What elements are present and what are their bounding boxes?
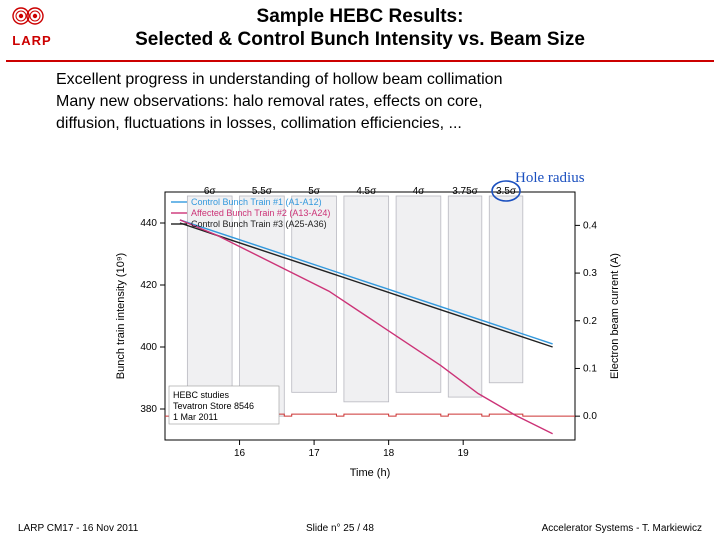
- title-line-1: Sample HEBC Results:: [257, 6, 464, 27]
- bullet-3: diffusion, fluctuations in losses, colli…: [56, 114, 692, 134]
- svg-text:0.1: 0.1: [583, 363, 597, 374]
- logo-rings-icon: [8, 6, 48, 26]
- larp-logo: LARP: [8, 6, 56, 48]
- svg-text:5σ: 5σ: [308, 186, 321, 197]
- svg-text:0.0: 0.0: [583, 411, 597, 422]
- svg-text:Electron beam current (A): Electron beam current (A): [609, 253, 621, 379]
- svg-text:3.5σ: 3.5σ: [496, 186, 517, 197]
- svg-text:19: 19: [458, 448, 470, 459]
- svg-text:0.3: 0.3: [583, 268, 597, 279]
- logo-text: LARP: [8, 33, 56, 48]
- svg-text:5.5σ: 5.5σ: [252, 186, 273, 197]
- svg-text:Tevatron Store 8546: Tevatron Store 8546: [173, 401, 254, 411]
- svg-text:Affected Bunch Train #2 (A13-A: Affected Bunch Train #2 (A13-A24): [191, 208, 330, 218]
- svg-text:Control Bunch Train #3 (A25-A3: Control Bunch Train #3 (A25-A36): [191, 219, 327, 229]
- svg-text:16: 16: [234, 448, 246, 459]
- svg-text:0.4: 0.4: [583, 220, 597, 231]
- svg-text:Control Bunch Train #1 (A1-A12: Control Bunch Train #1 (A1-A12): [191, 197, 322, 207]
- footer-center: Slide n° 25 / 48: [306, 523, 374, 534]
- svg-text:4σ: 4σ: [413, 186, 426, 197]
- hebc-chart: 16 17 18 19 Time (h) 380 400 420 440 Bunch train …: [110, 162, 630, 482]
- svg-text:0.2: 0.2: [583, 316, 597, 327]
- chart-svg: 16 17 18 19 Time (h) 380 400 420 440 Bunch train …: [110, 162, 630, 482]
- svg-text:1 Mar 2011: 1 Mar 2011: [173, 412, 218, 422]
- svg-text:4.5σ: 4.5σ: [356, 186, 377, 197]
- bullet-1: Excellent progress in understanding of h…: [56, 70, 692, 90]
- svg-text:18: 18: [383, 448, 395, 459]
- title-line-2: Selected & Control Bunch Intensity vs. B…: [135, 29, 585, 50]
- footer-right: Accelerator Systems - T. Markiewicz: [542, 523, 702, 534]
- svg-text:400: 400: [140, 342, 157, 353]
- footer-left: LARP CM17 - 16 Nov 2011: [18, 523, 138, 534]
- slide-title: Sample HEBC Results: Selected & Control …: [66, 6, 654, 52]
- svg-text:Bunch train intensity (10⁹): Bunch train intensity (10⁹): [115, 253, 127, 379]
- svg-text:HEBC studies: HEBC studies: [173, 390, 230, 400]
- svg-text:6σ: 6σ: [204, 186, 217, 197]
- bullet-2: Many new observations: halo removal rate…: [56, 92, 692, 112]
- svg-text:Hole radius: Hole radius: [515, 170, 585, 186]
- svg-text:Time (h): Time (h): [350, 467, 391, 479]
- svg-text:380: 380: [140, 404, 157, 415]
- svg-text:420: 420: [140, 280, 157, 291]
- title-rule: [6, 60, 714, 62]
- svg-text:440: 440: [140, 218, 157, 229]
- svg-text:3.75σ: 3.75σ: [452, 186, 478, 197]
- svg-text:17: 17: [309, 448, 321, 459]
